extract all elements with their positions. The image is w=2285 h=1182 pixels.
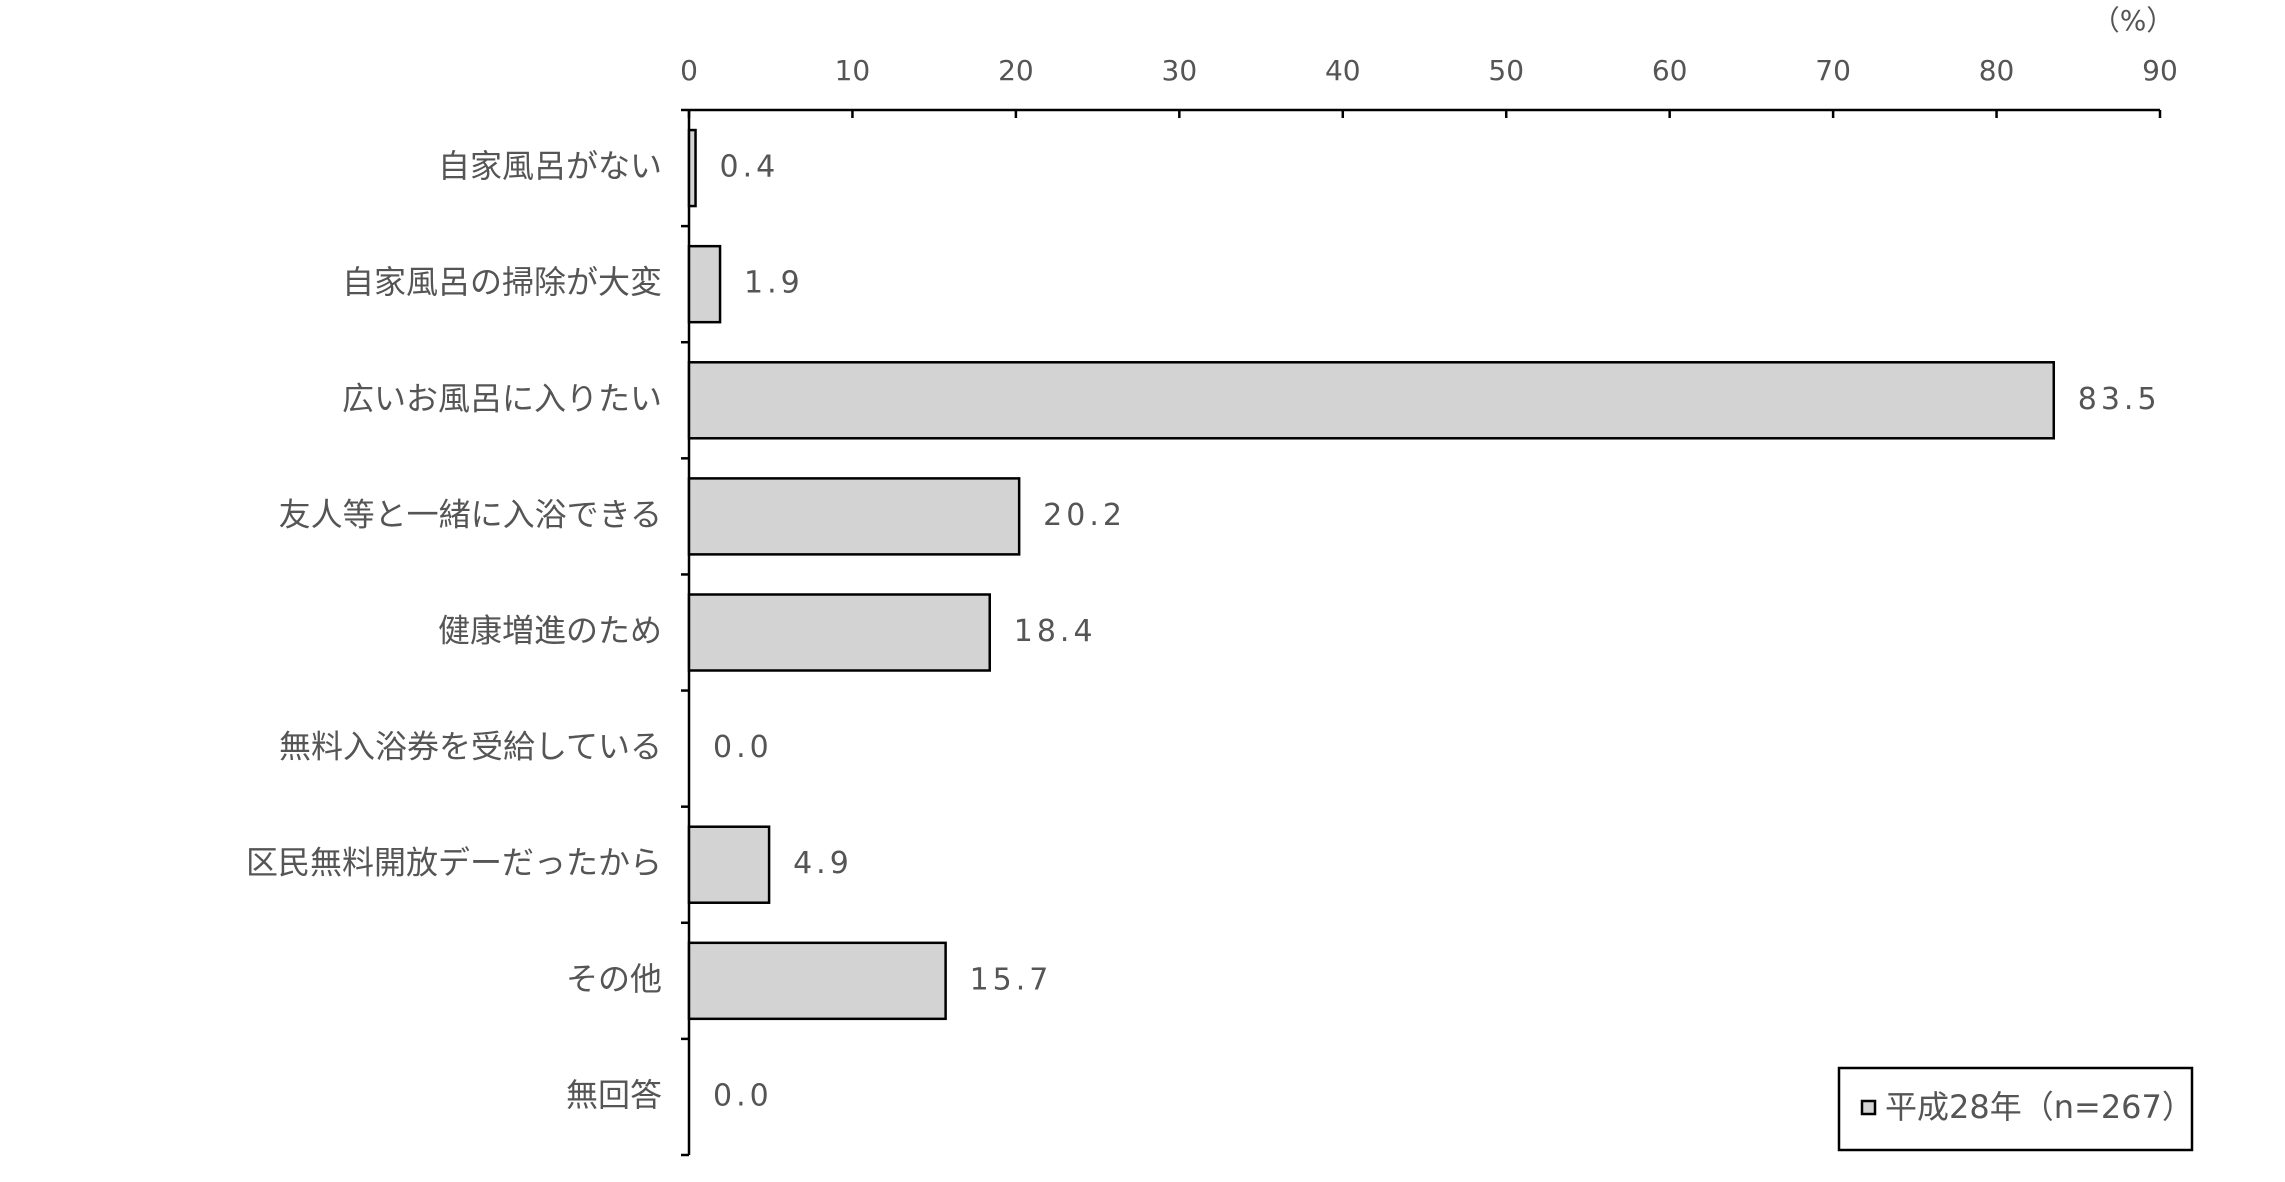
value-label: 4.9 [793, 846, 853, 881]
legend-marker [1860, 1099, 1877, 1116]
bar [687, 477, 1021, 556]
unit-label: （%） [2092, 4, 2175, 37]
x-tick-label: 60 [1652, 54, 1688, 87]
value-label: 18.4 [1014, 614, 1097, 649]
x-tick-label: 90 [2142, 54, 2178, 87]
bar [687, 361, 2056, 440]
x-tick-label: 30 [1162, 54, 1198, 87]
bar [687, 825, 771, 904]
value-label: 15.7 [970, 962, 1053, 997]
x-tick-label: 40 [1325, 54, 1361, 87]
value-label: 20.2 [1043, 498, 1126, 533]
legend-label: 平成28年（n=267） [1885, 1088, 2194, 1126]
category-label: 自家風呂の掃除が大変 [342, 263, 662, 301]
legend-box [1837, 1066, 2194, 1152]
bar [687, 593, 991, 672]
value-label: 83.5 [2078, 382, 2161, 417]
category-label: 友人等と一緒に入浴できる [279, 495, 662, 533]
bar [687, 244, 722, 324]
x-tick-label: 50 [1488, 54, 1524, 87]
value-label: 0.4 [720, 150, 780, 185]
category-label: 無料入浴券を受給している [279, 728, 662, 766]
value-label: 0.0 [713, 1078, 773, 1113]
x-tick-label: 70 [1815, 54, 1851, 87]
x-tick-label: 20 [998, 54, 1034, 87]
bar [687, 128, 697, 208]
category-label: 無回答 [566, 1076, 662, 1114]
category-label: 広いお風呂に入りたい [342, 379, 662, 417]
category-label: 健康増進のため [438, 612, 662, 650]
value-label: 1.9 [744, 266, 804, 301]
x-tick-label: 10 [835, 54, 871, 87]
bar [687, 941, 947, 1021]
x-tick-label: 80 [1979, 54, 2015, 87]
category-label: その他 [566, 960, 662, 998]
category-label: 自家風呂がない [438, 147, 662, 185]
value-label: 0.0 [713, 730, 773, 765]
x-tick-label: 0 [680, 54, 698, 87]
category-label: 区民無料開放デーだったから [246, 844, 662, 882]
